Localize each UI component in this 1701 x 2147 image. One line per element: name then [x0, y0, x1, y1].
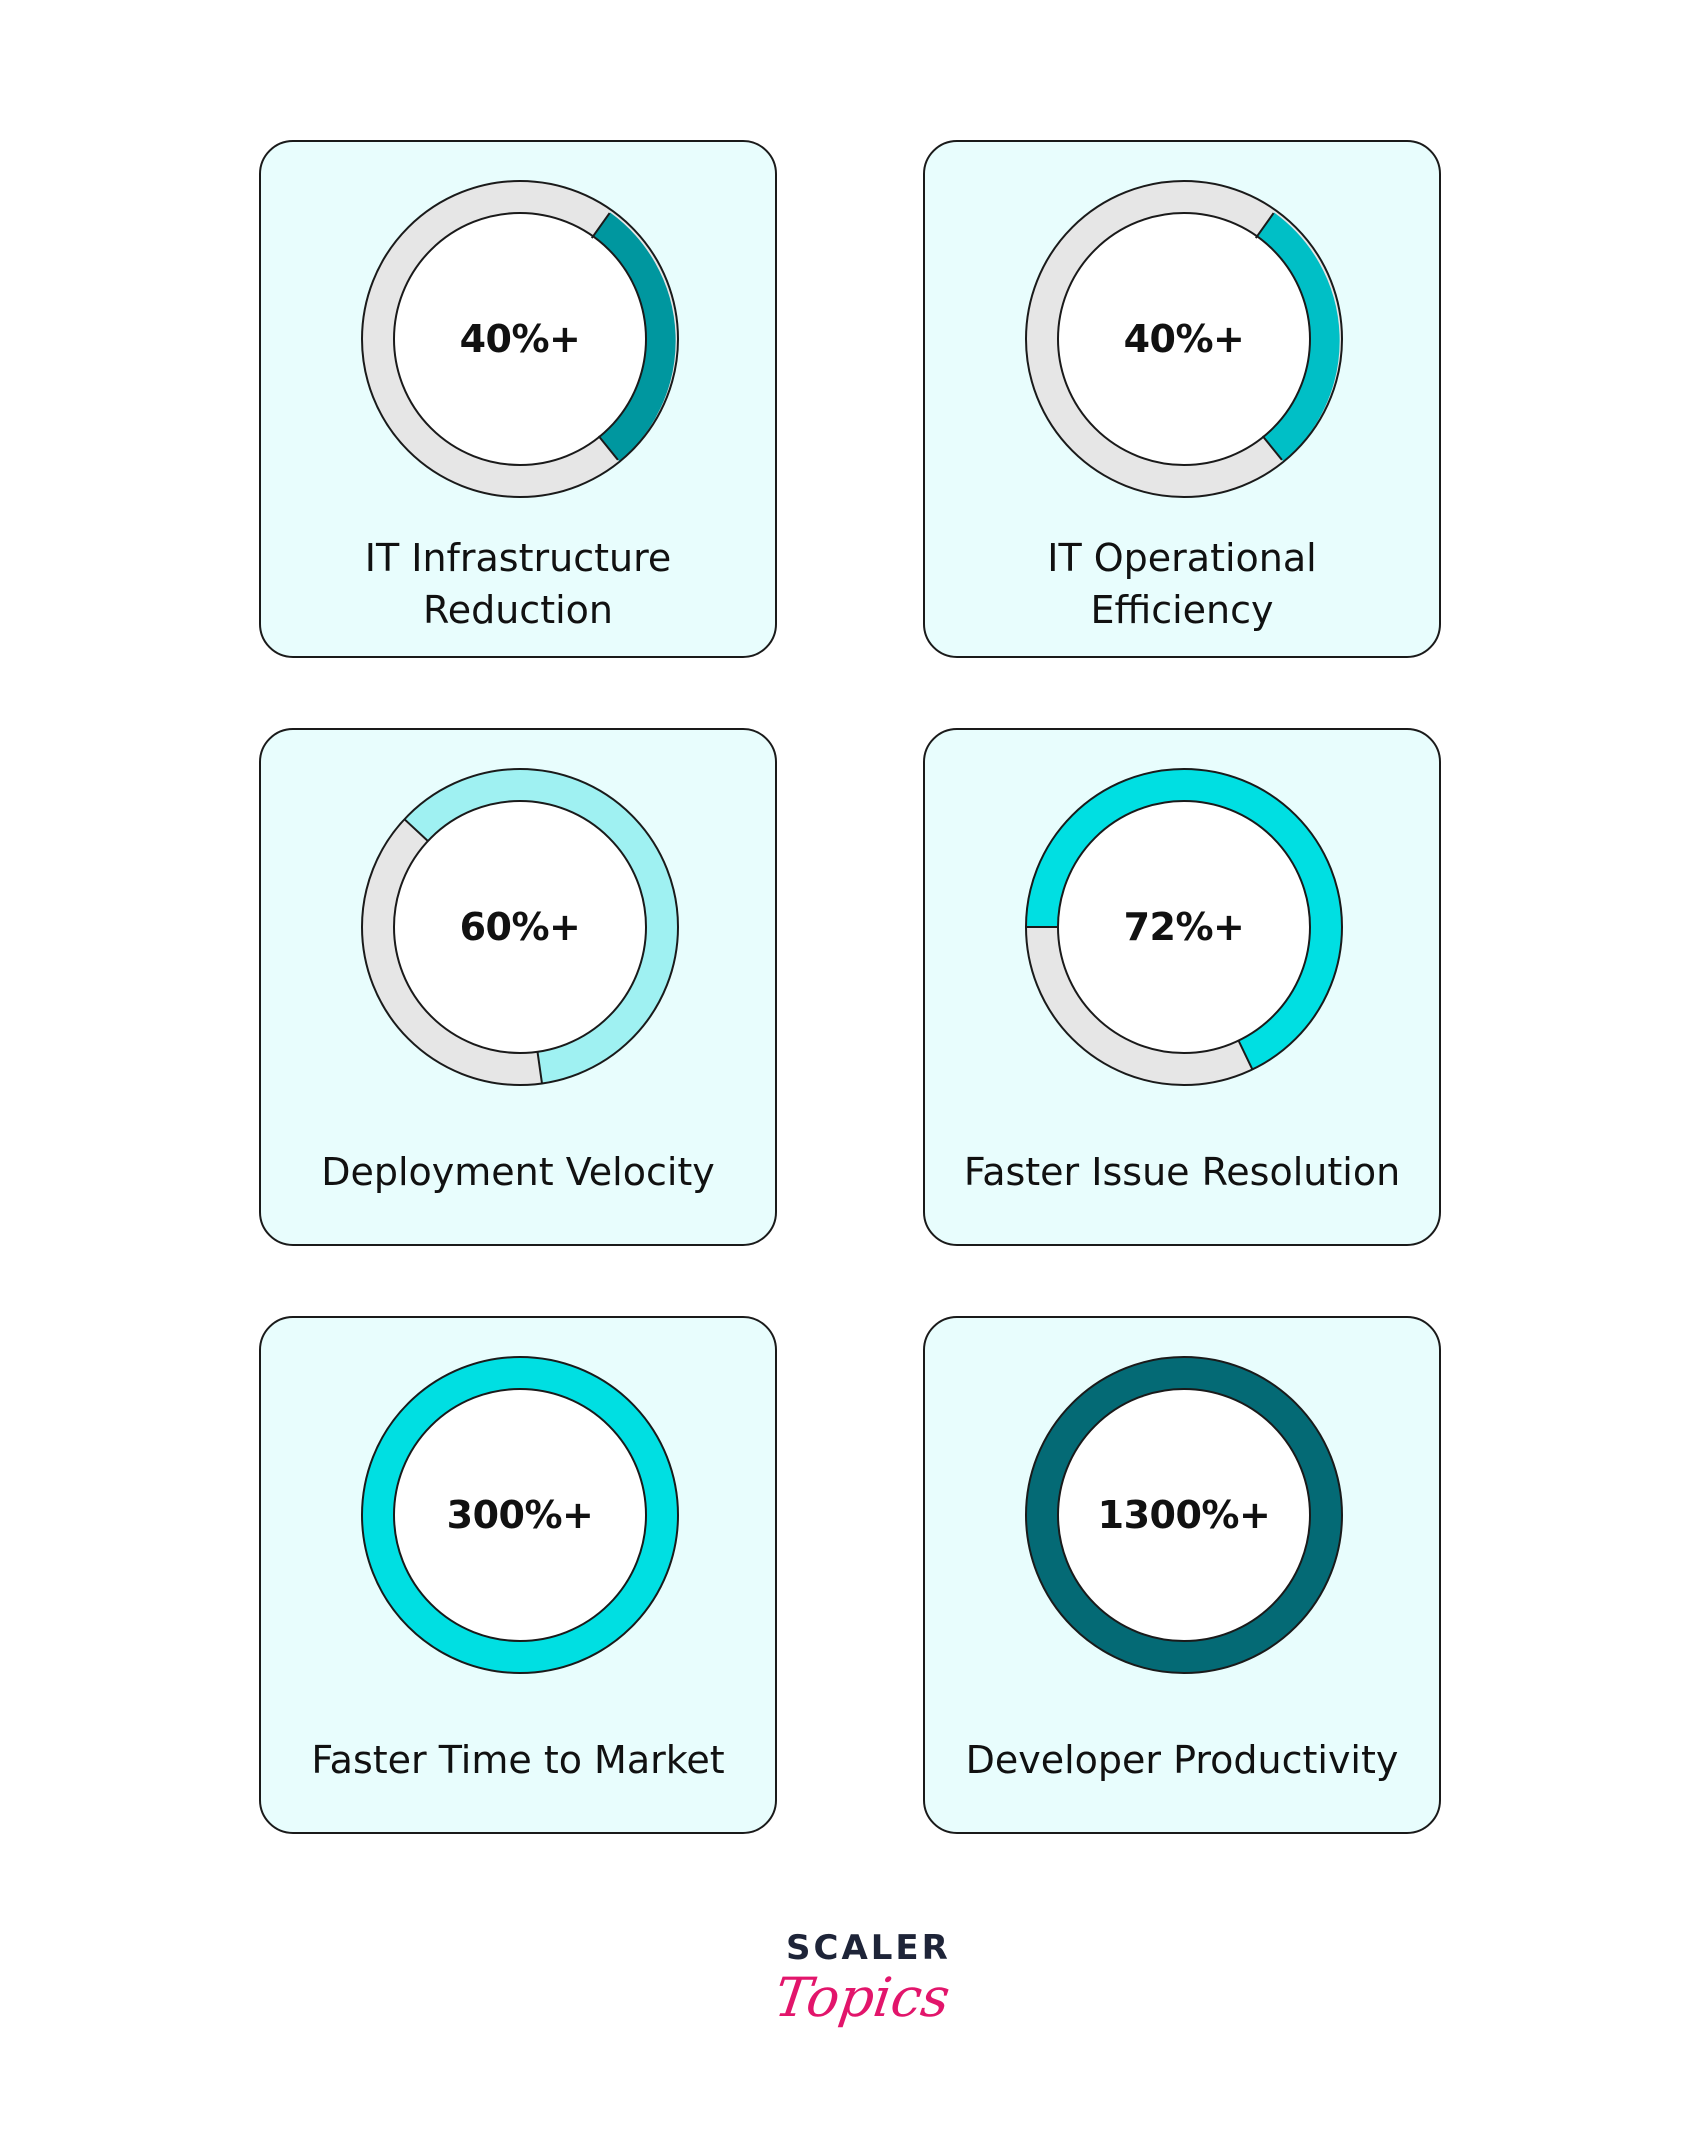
logo-topics-script: Topics — [771, 1966, 954, 2029]
donut-chart — [361, 768, 679, 1086]
donut-chart — [361, 180, 679, 498]
segment-divider — [1237, 1040, 1254, 1070]
metric-label: IT Operational Efficiency — [945, 532, 1419, 636]
segment-divider — [590, 212, 611, 239]
donut-outer-edge — [1025, 1356, 1343, 1674]
metric-card-faster-time-to-market: 300%+ Faster Time to Market — [259, 1316, 777, 1834]
segment-divider — [403, 818, 429, 842]
donut-chart — [1025, 1356, 1343, 1674]
segment-divider — [1254, 212, 1275, 239]
donut-highlight-segment — [1026, 769, 1342, 1070]
donut-outer-edge — [1025, 180, 1343, 498]
donut-highlight-segment — [591, 212, 676, 462]
logo-topics-text: Topics — [771, 1966, 954, 2029]
metric-value: 300%+ — [446, 1493, 594, 1537]
metric-value: 60%+ — [459, 905, 581, 949]
metric-value: 72%+ — [1123, 905, 1245, 949]
segment-divider — [597, 435, 619, 461]
metric-label: Faster Time to Market — [311, 1738, 725, 1782]
donut-inner-edge — [393, 212, 647, 466]
metric-value: 40%+ — [1123, 317, 1245, 361]
donut-highlight-segment — [404, 769, 678, 1084]
donut-chart — [1025, 180, 1343, 498]
metric-label-line: IT Infrastructure — [364, 536, 672, 580]
metric-label: Developer Productivity — [965, 1738, 1399, 1782]
donut-inner-edge — [393, 1388, 647, 1642]
donut-full-ring — [362, 1357, 678, 1673]
scaler-topics-logo: SCALER Topics — [760, 1928, 960, 2058]
metric-label-line: IT Operational — [1047, 536, 1317, 580]
segment-divider — [536, 1051, 543, 1084]
metric-label: Deployment Velocity — [321, 1150, 715, 1194]
donut-inner-edge — [393, 800, 647, 1054]
donut-full-ring — [1026, 1357, 1342, 1673]
metric-label-line: Efficiency — [1090, 588, 1274, 632]
segment-divider — [1261, 435, 1283, 461]
donut-chart — [1025, 768, 1343, 1086]
metric-card-faster-issue-resolution: 72%+ Faster Issue Resolution — [923, 728, 1441, 1246]
metric-card-deployment-velocity: 60%+ Deployment Velocity — [259, 728, 777, 1246]
donut-inner-edge — [1057, 1388, 1311, 1642]
metric-value: 40%+ — [459, 317, 581, 361]
metric-card-it-infrastructure: 40%+ IT Infrastructure Reduction — [259, 140, 777, 658]
donut-inner-edge — [1057, 212, 1311, 466]
metric-label: Faster Issue Resolution — [963, 1150, 1401, 1194]
donut-outer-edge — [361, 1356, 679, 1674]
donut-outer-edge — [361, 768, 679, 1086]
metric-value: 1300%+ — [1097, 1493, 1271, 1537]
metric-label-line: Reduction — [423, 588, 613, 632]
metric-label: IT Infrastructure Reduction — [281, 532, 755, 636]
logo-scaler-text: SCALER — [786, 1928, 951, 1968]
donut-outer-edge — [361, 180, 679, 498]
metric-card-developer-productivity: 1300%+ Developer Productivity — [923, 1316, 1441, 1834]
metric-card-it-operational: 40%+ IT Operational Efficiency — [923, 140, 1441, 658]
donut-highlight-segment — [1255, 212, 1340, 462]
donut-chart — [361, 1356, 679, 1674]
